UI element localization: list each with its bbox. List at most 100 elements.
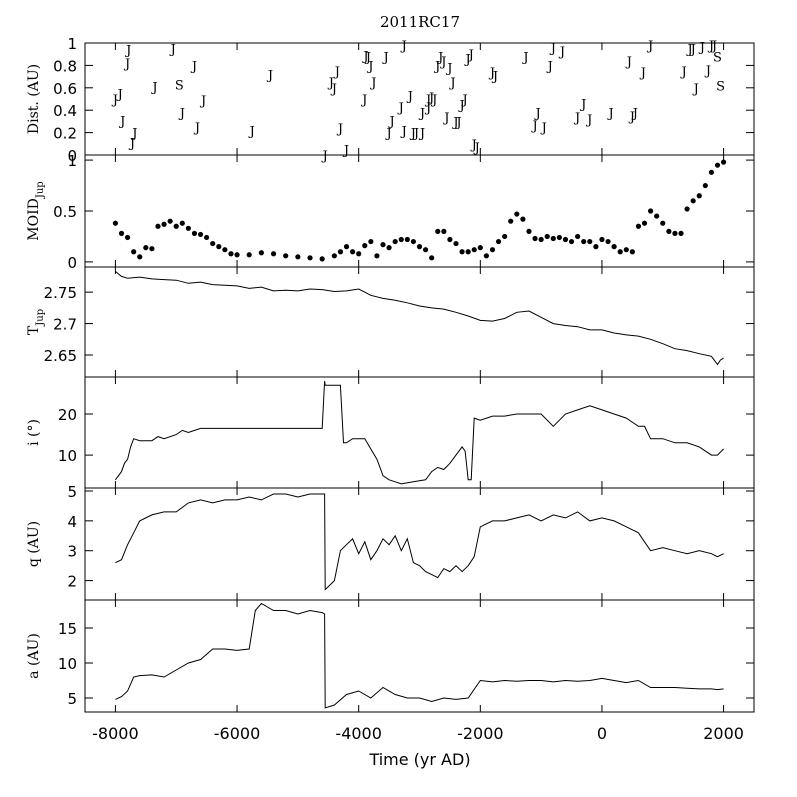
panel-frame — [84, 154, 755, 268]
data-point — [477, 245, 483, 251]
data-marker: J — [558, 45, 565, 60]
data-point — [641, 220, 648, 226]
y-tick-label: 2.7 — [53, 316, 77, 334]
data-marker: S — [713, 50, 722, 65]
data-point — [356, 251, 362, 257]
data-marker: J — [169, 43, 176, 58]
data-marker: S — [716, 80, 725, 95]
data-point — [702, 182, 708, 189]
data-marker: J — [689, 43, 696, 58]
data-marker: J — [625, 55, 632, 70]
data-series-line — [115, 602, 724, 709]
data-marker: J — [266, 68, 273, 83]
data-point — [471, 247, 477, 253]
data-point — [362, 243, 368, 249]
y-axis-label-main: Dist. (AU) — [26, 64, 42, 134]
data-point — [295, 254, 301, 260]
data-marker: J — [606, 106, 613, 121]
data-point — [568, 238, 575, 245]
x-axis: -8000 -6000 -4000 -2000 0 2000 — [92, 724, 744, 743]
y-axis-label: TJup — [26, 309, 46, 335]
data-marker: J — [707, 39, 714, 54]
y-tick-label: 10 — [58, 447, 77, 465]
data-point — [617, 249, 623, 255]
data-marker: J — [123, 57, 130, 72]
data-point — [690, 198, 696, 204]
panel-frame — [84, 599, 755, 713]
data-point — [210, 240, 216, 247]
data-point — [593, 244, 599, 250]
y-axis-label-main: i (°) — [26, 419, 42, 446]
data-marker: J — [467, 48, 474, 63]
data-marker: J — [400, 124, 407, 139]
data-point — [459, 249, 465, 255]
data-point — [386, 245, 392, 251]
y-tick-label: 0.2 — [53, 125, 77, 143]
data-marker: J — [710, 39, 717, 54]
y-axis-label-main: T — [26, 325, 42, 335]
data-marker: J — [342, 143, 349, 158]
x-tick-label: -4000 — [335, 724, 382, 743]
data-point — [520, 216, 526, 222]
data-marker: J — [388, 114, 395, 129]
data-marker: J — [470, 138, 477, 153]
data-point — [514, 211, 520, 217]
data-point — [714, 162, 721, 168]
data-point — [216, 244, 222, 250]
y-axis-label-subscript: Jup — [35, 309, 46, 327]
data-point — [502, 233, 508, 240]
data-point — [350, 249, 356, 255]
data-point — [368, 238, 374, 245]
data-point — [131, 249, 137, 255]
data-marker: J — [692, 82, 699, 97]
data-point — [532, 235, 538, 242]
data-marker: J — [400, 39, 407, 54]
data-point — [465, 249, 471, 255]
y-tick-label: 4 — [67, 513, 77, 531]
panel-q: 2 3 4 5 q (AU) — [26, 483, 755, 601]
data-point — [684, 206, 690, 212]
data-marker: J — [321, 149, 328, 164]
y-axis-label-main: a (AU) — [26, 633, 42, 679]
data-point — [611, 244, 617, 250]
data-marker: J — [381, 50, 388, 65]
data-point — [495, 238, 502, 245]
data-marker: S — [175, 78, 184, 93]
data-marker: J — [418, 127, 425, 142]
data-point — [380, 242, 386, 248]
data-point — [167, 218, 173, 224]
y-tick-label: 0.8 — [53, 57, 77, 75]
y-tick-label: 0.6 — [53, 80, 77, 98]
data-point — [550, 235, 556, 242]
data-marker: J — [704, 64, 711, 79]
data-point — [404, 236, 410, 243]
data-point — [331, 253, 337, 259]
data-point — [422, 247, 429, 253]
data-marker: J — [116, 87, 123, 102]
data-marker: J — [248, 124, 255, 139]
data-series-line — [114, 381, 724, 485]
data-marker: J — [448, 76, 455, 91]
y-axis-label-subscript: Jup — [35, 181, 46, 199]
data-marker: J — [424, 93, 431, 108]
data-marker: J — [521, 50, 528, 65]
data-point — [416, 244, 423, 250]
y-tick-label: 2 — [67, 573, 77, 591]
data-point — [672, 230, 678, 236]
data-marker: J — [631, 106, 638, 121]
data-marker: J — [464, 53, 471, 68]
data-point — [581, 238, 587, 245]
y-axis-label: i (°) — [26, 419, 42, 446]
y-axis-label: a (AU) — [26, 633, 42, 679]
data-marker: J — [384, 127, 391, 142]
data-point — [179, 220, 185, 226]
data-point — [623, 247, 629, 253]
y-axis-label: MOIDJup — [26, 181, 46, 240]
data-point — [112, 220, 119, 226]
data-point — [544, 233, 550, 240]
data-marker: J — [639, 66, 646, 81]
data-point — [526, 228, 532, 234]
data-marker: J — [454, 115, 461, 130]
data-point — [234, 252, 240, 258]
